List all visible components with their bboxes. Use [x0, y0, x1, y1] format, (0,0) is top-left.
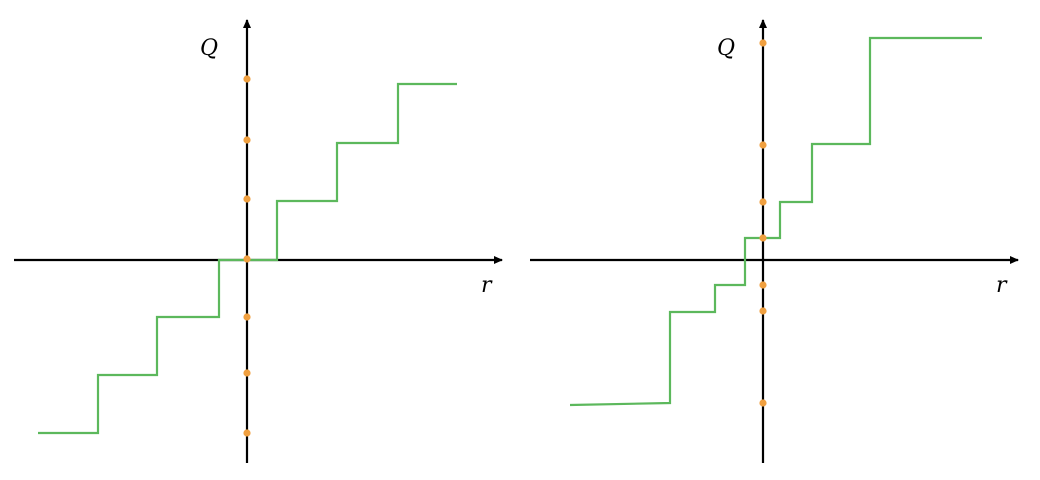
level-marker	[243, 136, 251, 144]
level-marker	[243, 195, 251, 203]
level-marker	[759, 39, 767, 47]
quantizer-staircase	[569, 36, 982, 407]
level-marker	[243, 255, 251, 263]
reconstruction-levels	[759, 39, 767, 407]
level-marker	[759, 399, 767, 407]
x-axis-label: r	[996, 273, 1008, 298]
level-marker	[759, 281, 767, 289]
level-marker	[243, 369, 251, 377]
y-axis-label: Q	[200, 36, 218, 61]
level-marker	[759, 141, 767, 149]
panel-uniform: Q r	[14, 19, 503, 463]
reconstruction-levels	[243, 75, 251, 437]
panel-non-uniform: Q r	[530, 19, 1019, 463]
level-marker	[243, 75, 251, 83]
level-marker	[759, 307, 767, 315]
y-axis-label: Q	[717, 36, 735, 61]
level-marker	[243, 429, 251, 437]
level-marker	[759, 234, 767, 242]
level-marker	[243, 313, 251, 321]
level-marker	[759, 198, 767, 206]
x-axis-label: r	[481, 273, 493, 298]
